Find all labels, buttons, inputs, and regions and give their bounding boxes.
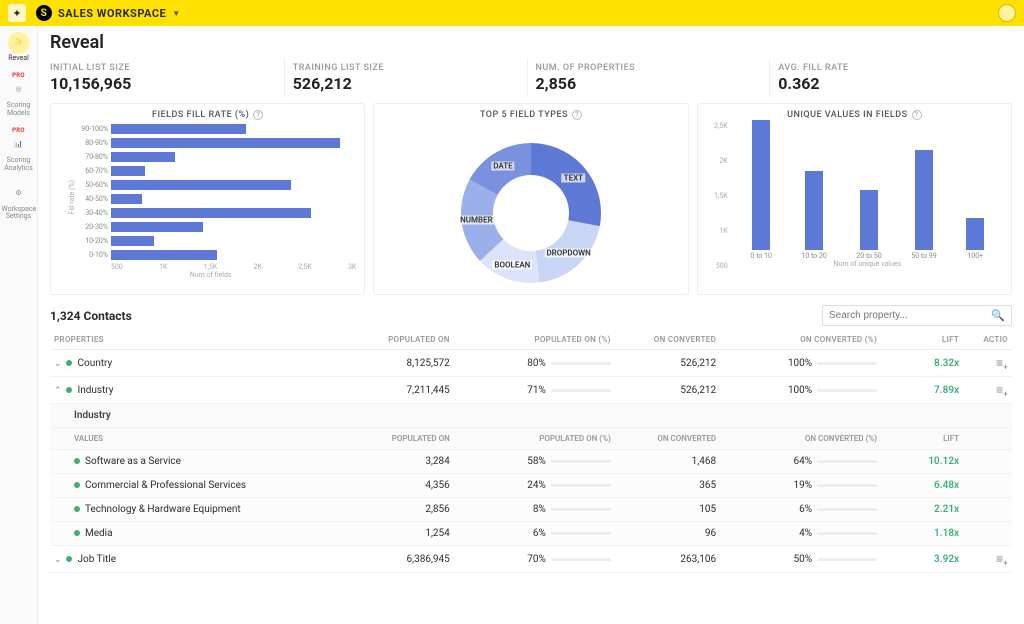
wand-icon: ✨ bbox=[8, 32, 30, 54]
column-header[interactable]: POPULATED ON (%) bbox=[454, 330, 615, 350]
chevron-down-icon: ▼ bbox=[172, 9, 180, 18]
x-axis-label: Num of fields bbox=[65, 271, 356, 279]
column-header[interactable]: ACTIO bbox=[963, 330, 1012, 350]
section-title: 1,324 Contacts bbox=[50, 309, 132, 323]
column-header[interactable]: POPULATED ON bbox=[349, 330, 453, 350]
topbar: ✦ S SALES WORKSPACE ▼ bbox=[0, 0, 1024, 26]
chart-title: TOP 5 FIELD TYPES bbox=[480, 110, 568, 120]
table-row[interactable]: ⌃ Industry7,211,44571%526,212100%7.89x≡₊ bbox=[50, 377, 1012, 404]
donut-slice-label: DROPDOWN bbox=[544, 249, 592, 258]
donut-slice-label: BOOLEAN bbox=[492, 260, 532, 269]
table-subrow[interactable]: Technology & Hardware Equipment2,8568%10… bbox=[50, 498, 1012, 522]
help-icon[interactable]: ? bbox=[572, 110, 582, 120]
help-icon[interactable]: ? bbox=[912, 110, 922, 120]
kpi-training-list-size: TRAINING LIST SIZE526,212 bbox=[285, 59, 528, 97]
help-icon[interactable]: ? bbox=[253, 110, 263, 120]
app-logo-icon: ✦ bbox=[8, 4, 26, 22]
kpi-initial-list-size: INITIAL LIST SIZE10,156,965 bbox=[50, 59, 285, 97]
table-row[interactable]: ⌄ Job Title6,386,94570%263,10650%3.92x≡₊ bbox=[50, 546, 1012, 573]
chart-unique-values: UNIQUE VALUES IN FIELDS? 2,5K2K1,5K1K500… bbox=[697, 103, 1012, 295]
kpi-num-of-properties: NUM. OF PROPERTIES2,856 bbox=[528, 59, 771, 97]
workspace-selector[interactable]: S SALES WORKSPACE ▼ bbox=[36, 5, 181, 21]
column-header[interactable]: ON CONVERTED (%) bbox=[720, 330, 881, 350]
sliders-icon: ⚙ bbox=[8, 183, 30, 205]
main-content: Reveal INITIAL LIST SIZE10,156,965TRAINI… bbox=[38, 26, 1024, 624]
sidebar-item-workspace-settings[interactable]: ⚙WorkspaceSettings bbox=[2, 181, 36, 223]
search-icon: 🔍 bbox=[991, 309, 1005, 322]
donut-slice-label: DATE bbox=[491, 161, 514, 170]
search-input[interactable] bbox=[829, 310, 991, 321]
sidebar: ✨Reveal PRO◎ScoringModels PRO📊ScoringAnaly… bbox=[0, 26, 38, 624]
chart-fill-rate: FIELDS FILL RATE (%)? Fill rate (%) 90-1… bbox=[50, 103, 365, 295]
donut-slice-label: TEXT bbox=[562, 173, 585, 182]
column-header[interactable]: PROPERTIES bbox=[50, 330, 349, 350]
sidebar-item-reveal[interactable]: ✨Reveal bbox=[2, 30, 36, 65]
donut-slice-label: NUMBER bbox=[458, 215, 495, 224]
workspace-name: SALES WORKSPACE bbox=[58, 7, 166, 20]
x-axis-label: Num of unique values bbox=[732, 260, 1003, 268]
row-action-icon[interactable]: ≡₊ bbox=[996, 552, 1008, 566]
bars-icon: 📊 bbox=[8, 134, 30, 156]
expand-icon[interactable]: ⌄ bbox=[54, 555, 64, 565]
row-action-icon[interactable]: ≡₊ bbox=[996, 383, 1008, 397]
kpi-row: INITIAL LIST SIZE10,156,965TRAINING LIST… bbox=[50, 59, 1012, 97]
kpi-avg-fill-rate: AVG. FILL RATE0.362 bbox=[770, 59, 1012, 97]
expand-icon[interactable]: ⌃ bbox=[54, 386, 64, 396]
table-row[interactable]: ⌄ Country8,125,57280%526,212100%8.32x≡₊ bbox=[50, 350, 1012, 377]
column-header[interactable]: LIFT bbox=[881, 330, 963, 350]
sidebar-item-scoring-analytics[interactable]: PRO📊ScoringAnalytics bbox=[2, 126, 36, 175]
chart-field-types: TOP 5 FIELD TYPES? TEXT DROPDOWN BOOLEAN NU… bbox=[373, 103, 688, 295]
page-title: Reveal bbox=[50, 32, 1012, 53]
sidebar-item-scoring-models[interactable]: PRO◎ScoringModels bbox=[2, 71, 36, 120]
column-header[interactable]: ON CONVERTED bbox=[615, 330, 720, 350]
y-axis-label: Fill rate (%) bbox=[68, 180, 76, 214]
row-action-icon[interactable]: ≡₊ bbox=[996, 356, 1008, 370]
expand-icon[interactable]: ⌄ bbox=[54, 359, 64, 369]
user-avatar[interactable] bbox=[998, 4, 1016, 22]
search-input-wrap[interactable]: 🔍 bbox=[822, 305, 1012, 326]
chart-title: UNIQUE VALUES IN FIELDS bbox=[787, 110, 907, 120]
table-subrow[interactable]: Software as a Service3,28458%1,46864%10.… bbox=[50, 450, 1012, 474]
properties-table: PROPERTIESPOPULATED ONPOPULATED ON (%)ON… bbox=[50, 330, 1012, 573]
target-icon: ◎ bbox=[8, 79, 30, 101]
workspace-badge-icon: S bbox=[36, 5, 52, 21]
table-subrow[interactable]: Commercial & Professional Services4,3562… bbox=[50, 474, 1012, 498]
chart-title: FIELDS FILL RATE (%) bbox=[152, 110, 249, 120]
table-subrow[interactable]: Media1,2546%964%1.18x bbox=[50, 522, 1012, 546]
